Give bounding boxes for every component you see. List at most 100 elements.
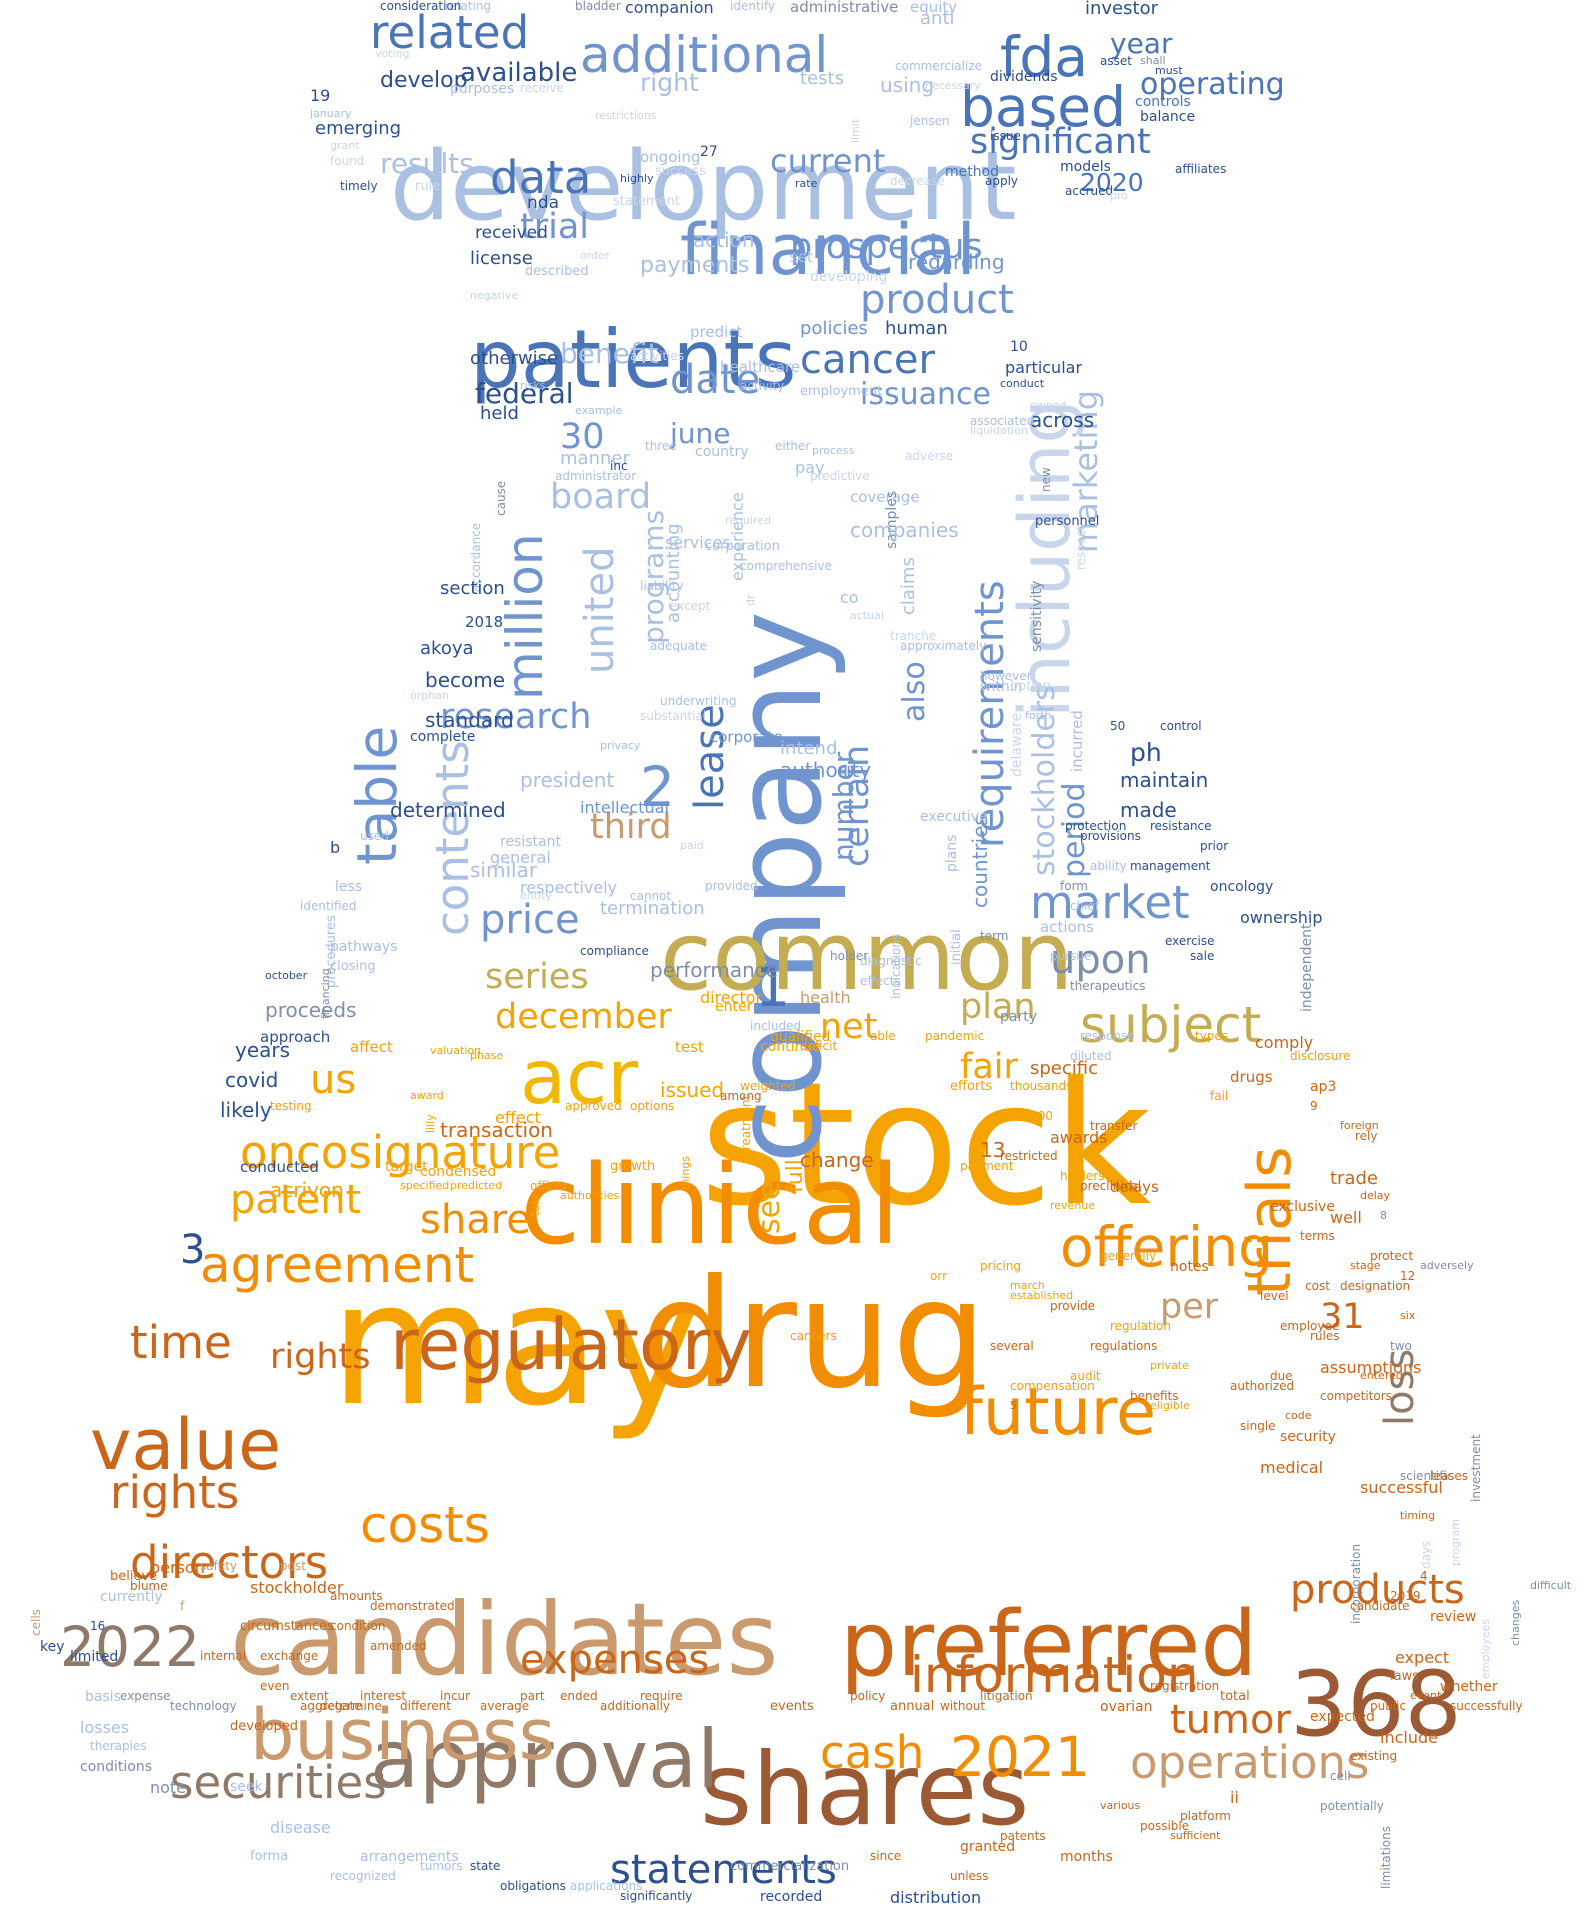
word-311: effect [495,1108,541,1127]
word-471: litigation [980,1689,1033,1703]
word-120: found [330,154,365,168]
word-204: 2018 [465,613,504,631]
word-232: authority [780,758,872,782]
word-369: audit [1070,1369,1101,1383]
word-37: tumor [1170,1697,1291,1743]
word-330: acrivon [270,1178,344,1202]
word-49: prospectus [790,227,983,267]
word-263: ownership [1240,908,1323,927]
word-227: countries [968,815,992,908]
word-461: aggregate [300,1699,362,1713]
word-439: losses [80,1718,130,1737]
word-411: potentially [1320,1799,1384,1813]
word-476: require [640,1689,683,1703]
word-246: ability [1090,859,1127,873]
word-221: complete [410,729,476,745]
word-126: models [1060,159,1111,175]
word-62: requirements [967,580,1013,848]
word-426: significantly [620,1889,693,1903]
word-474: policy [850,1689,886,1703]
word-156: otherwise [470,348,559,369]
word-415: sufficient [1170,1829,1221,1842]
word-157: activities [630,349,685,363]
word-275: diagnostic [860,954,922,968]
word-52: series [485,957,589,997]
word-447: person [150,1558,205,1577]
word-22: 2021 [950,1725,1090,1789]
word-271: performance [650,958,779,982]
word-410: cell [1330,1769,1351,1783]
word-463: technology [170,1699,237,1713]
word-229: executive [920,809,988,825]
word-168: across [1030,408,1095,432]
word-324: target [385,1159,428,1175]
word-161: risks [520,379,546,392]
word-152: predict [690,323,743,341]
word-100: companion [625,0,714,17]
word-155: benefit [560,337,659,370]
word-281: health [800,988,851,1007]
word-469: registration [1150,1679,1220,1693]
word-384: six [1400,1309,1416,1322]
word-358: fail [1210,1089,1229,1103]
word-451: stockholder [250,1578,344,1597]
word-88: year [1110,27,1173,60]
word-165: held [480,403,519,424]
word-175: either [775,439,811,453]
word-429: state [470,1859,501,1873]
word-60: research [440,697,592,737]
word-484: determine [320,1699,382,1713]
word-417: various [1100,1799,1141,1812]
word-287: pandemic [925,1029,985,1043]
word-242: b [330,838,341,857]
word-348: stage [1350,1259,1381,1272]
word-253: oncology [1210,879,1274,895]
word-482: different [400,1699,451,1713]
word-186: new [1039,466,1053,492]
word-1: may [330,1246,701,1444]
word-449: f [180,1599,185,1613]
word-394: timing [1400,1509,1436,1522]
word-67: 31 [1320,1297,1365,1337]
word-177: process [812,444,855,457]
word-153: policies [800,318,868,339]
word-2: drug [640,1248,988,1422]
word-147: described [525,264,589,279]
word-364: provide [1050,1299,1096,1313]
word-231: maintain [1120,768,1209,792]
word-250: identified [300,899,357,913]
word-414: platform [1180,1809,1231,1823]
word-455: amounts [330,1589,383,1603]
word-46: cancer [800,337,935,383]
word-454: post [280,1559,306,1573]
word-8: development [390,132,1017,242]
word-267: pursue [1050,949,1092,963]
word-258: chief [1070,899,1100,913]
word-0: stock [700,1046,1152,1244]
word-291: affect [350,1038,393,1056]
word-19: future [960,1375,1157,1450]
word-368: cancers [790,1329,837,1343]
word-290: years [235,1038,291,1062]
word-137: rate [795,177,818,190]
word-333: authorities [560,1189,620,1202]
word-237: management [1130,859,1211,873]
word-212: however [980,669,1032,683]
word-16: value [90,1404,282,1486]
word-158: healthcare [720,358,800,376]
word-391: leases [1430,1469,1468,1483]
word-141: statement [613,194,680,209]
word-238: provisions [1080,829,1141,843]
word-383: two [1390,1339,1412,1353]
word-209: approximately [900,639,987,653]
word-159: 10 [1010,339,1028,355]
word-76: net [820,1007,878,1047]
word-265: exercise [1165,934,1215,948]
word-396: program [1449,1519,1462,1567]
word-198: liability [640,579,684,593]
word-206: become [425,668,506,692]
word-34: cash [820,1726,925,1779]
word-400: employees [1479,1619,1492,1680]
word-359: generally [1100,1249,1157,1263]
word-382: entered [1360,1369,1403,1382]
